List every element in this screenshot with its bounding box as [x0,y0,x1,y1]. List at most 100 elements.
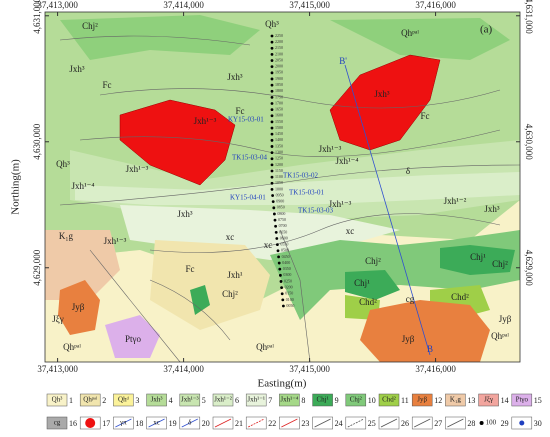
unit-label: δ [406,166,410,176]
y-tick-label-left: 4,630,000 [32,123,42,160]
borehole-point [270,188,274,191]
y-tick-label-right: 4,631,000 [524,0,534,34]
borehole-point [276,243,279,247]
legend-swatch [146,393,167,407]
legend-label: Qhᵈ [118,396,130,404]
depth-label: 1250 [275,156,283,161]
legend-symbol [447,418,464,428]
borehole-point [270,40,274,44]
unit-label: Chd² [451,292,469,302]
x-tick-label-bottom: 37,413,000 [37,364,78,374]
depth-label: 1950 [275,70,283,75]
borehole-point [270,83,274,87]
section-end: B [427,344,433,354]
depth-label: 1650 [275,107,283,112]
unit-label: Jxh³ [69,64,85,74]
borehole-point [270,114,274,118]
legend-number: 4 [169,396,173,405]
legend-label: δ [188,419,192,427]
legend-symbol [479,421,484,425]
unit-label: Qhᵖᵃˡ [256,342,274,352]
borehole-point [273,218,277,222]
depth-label: 0450 [282,254,290,259]
unit-label: Qh³ [56,159,70,169]
section-end: B' [339,56,347,66]
station-label: KY15-04-01 [230,194,266,202]
x-tick-label-top: 37,416,000 [415,0,456,10]
unit-label: Jξγ [52,314,64,324]
borehole-point [270,53,274,56]
legend-label: Jxh¹⁻¹ [247,396,265,404]
unit-label: xc [264,240,273,250]
unit-label: Jxh³ [484,204,500,214]
legend-label: Jxh¹⁻² [214,396,232,404]
borehole-point [270,169,274,173]
unit-label: Ptγo [125,334,141,344]
borehole-point [270,108,274,112]
x-tick-label-top: 37,414,000 [163,0,204,10]
unit-label: Chj² [365,256,381,266]
legend-swatch [79,393,101,407]
depth-label: 0150 [285,291,293,296]
legend-symbol [181,418,198,428]
legend-number: 10 [368,396,376,405]
legend-number: 23 [301,419,309,428]
unit-label: Jxh³ [227,72,243,82]
legend-number: 19 [169,419,177,428]
depth-label: 1600 [275,113,283,118]
depth-label: 1350 [275,143,283,148]
legend-number: 5 [202,396,206,405]
borehole-point [274,230,278,234]
unit-label: Jxh¹⁻² [444,196,467,206]
unit-label: K₁g [59,231,74,241]
borehole-point [270,102,274,105]
borehole-point [270,132,274,136]
depth-label: 1850 [275,82,283,87]
legend-swatch [445,393,466,407]
legend-label: Ptγo [516,396,529,404]
legend-swatch [345,416,367,430]
legend-swatch [478,393,499,407]
borehole-point [280,292,284,296]
depth-label: 1800 [275,88,283,93]
unit-label: Fc [236,106,245,116]
depth-label: 0850 [277,205,285,210]
borehole-point [279,280,283,283]
borehole-point [272,206,276,210]
depth-label: 0700 [279,223,287,228]
borehole-point [270,120,274,124]
depth-label: 0050 [286,303,294,308]
depth-label: 1450 [275,131,283,136]
legend-symbol [380,418,398,428]
borehole-point [280,286,283,289]
depth-label: 1050 [275,180,283,185]
depth-label: 0400 [282,260,290,265]
depth-label: 0300 [283,272,291,277]
borehole-point [270,138,274,142]
unit-label: Jxh¹⁻³ [194,116,217,126]
unit-label: Chj¹ [354,278,370,288]
borehole-point [276,249,280,253]
depth-label: 1900 [275,76,283,81]
legend-number: 26 [401,419,409,428]
legend-symbol [115,418,132,428]
unit-label: Fc [421,111,430,121]
borehole-point [281,298,285,302]
legend-symbol [414,418,431,428]
legend-number: 16 [69,419,77,428]
unit-label: Jxh¹⁻³ [319,144,342,154]
unit-label: Jxh¹⁻³ [126,164,149,174]
depth-label: 0350 [283,266,291,271]
panel-label: (a) [480,24,493,36]
borehole-point [270,175,274,179]
legend-number: 9 [335,396,339,405]
legend-label: K₁g [450,396,461,404]
legend-number: 18 [135,419,143,428]
depth-label: 0600 [280,235,288,240]
legend-label: 100 [486,419,497,427]
legend-number: 14 [501,396,509,405]
unit-label: Qh³ [265,19,279,29]
legend-swatch [212,393,234,407]
legend-number: 29 [501,419,509,428]
borehole-point [270,145,274,148]
